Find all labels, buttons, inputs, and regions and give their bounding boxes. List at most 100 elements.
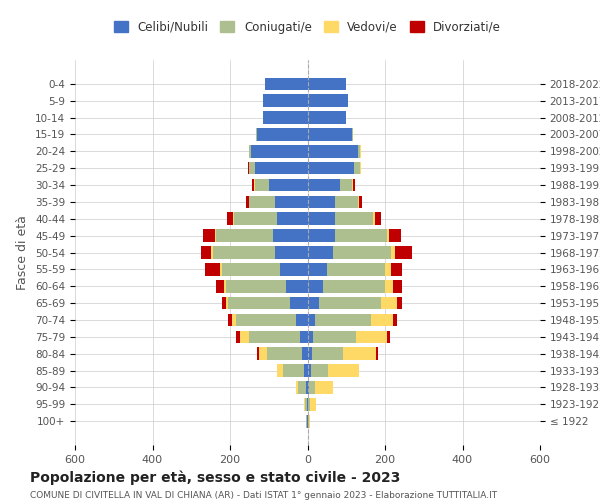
- Y-axis label: Fasce di età: Fasce di età: [16, 215, 29, 290]
- Bar: [224, 280, 226, 292]
- Bar: [250, 145, 251, 158]
- Bar: [248, 196, 250, 208]
- Bar: [269, 178, 308, 192]
- Bar: [233, 212, 234, 225]
- Bar: [263, 94, 308, 107]
- Bar: [236, 314, 296, 326]
- Bar: [335, 196, 358, 208]
- Bar: [311, 364, 328, 377]
- Bar: [248, 162, 250, 174]
- Bar: [393, 280, 403, 292]
- Bar: [217, 230, 272, 242]
- Bar: [290, 297, 308, 310]
- Bar: [306, 415, 307, 428]
- Bar: [308, 196, 335, 208]
- Bar: [308, 246, 332, 259]
- Bar: [308, 348, 312, 360]
- Bar: [228, 314, 232, 326]
- Bar: [391, 263, 403, 276]
- Bar: [308, 314, 315, 326]
- Bar: [304, 398, 305, 410]
- Text: COMUNE DI CIVITELLA IN VAL DI CHIANA (AR) - Dati ISTAT 1° gennaio 2023 - Elabora: COMUNE DI CIVITELLA IN VAL DI CHIANA (AR…: [30, 491, 497, 500]
- Bar: [385, 280, 393, 292]
- Bar: [385, 263, 391, 276]
- Bar: [352, 178, 353, 192]
- Bar: [205, 263, 220, 276]
- Bar: [280, 263, 308, 276]
- Text: Popolazione per età, sesso e stato civile - 2023: Popolazione per età, sesso e stato civil…: [30, 470, 400, 485]
- Bar: [232, 314, 236, 326]
- Bar: [309, 415, 310, 428]
- Bar: [335, 212, 373, 225]
- Bar: [359, 196, 362, 208]
- Bar: [391, 246, 395, 259]
- Legend: Celibi/Nubili, Coniugati/e, Vedovi/e, Divorziati/e: Celibi/Nubili, Coniugati/e, Vedovi/e, Di…: [109, 16, 506, 38]
- Bar: [308, 128, 352, 141]
- Bar: [358, 196, 359, 208]
- Bar: [220, 263, 222, 276]
- Bar: [327, 263, 385, 276]
- Bar: [308, 297, 319, 310]
- Bar: [256, 128, 257, 141]
- Bar: [228, 297, 290, 310]
- Bar: [272, 230, 308, 242]
- Bar: [255, 162, 308, 174]
- Bar: [354, 162, 360, 174]
- Bar: [275, 246, 308, 259]
- Bar: [250, 162, 255, 174]
- Bar: [305, 398, 307, 410]
- Bar: [371, 314, 393, 326]
- Bar: [254, 178, 255, 192]
- Bar: [308, 263, 327, 276]
- Bar: [277, 364, 283, 377]
- Bar: [222, 297, 226, 310]
- Bar: [259, 348, 267, 360]
- Bar: [393, 314, 397, 326]
- Bar: [308, 330, 313, 343]
- Bar: [335, 230, 387, 242]
- Bar: [305, 381, 308, 394]
- Bar: [381, 297, 397, 310]
- Bar: [313, 330, 356, 343]
- Bar: [358, 145, 360, 158]
- Bar: [239, 330, 250, 343]
- Bar: [286, 280, 308, 292]
- Bar: [373, 212, 376, 225]
- Bar: [211, 246, 212, 259]
- Bar: [227, 212, 233, 225]
- Bar: [234, 212, 277, 225]
- Bar: [308, 398, 310, 410]
- Bar: [308, 230, 335, 242]
- Bar: [267, 348, 302, 360]
- Bar: [298, 381, 305, 394]
- Bar: [352, 128, 353, 141]
- Bar: [257, 128, 308, 141]
- Bar: [222, 263, 280, 276]
- Bar: [217, 280, 224, 292]
- Bar: [308, 381, 310, 394]
- Bar: [212, 246, 275, 259]
- Bar: [201, 246, 211, 259]
- Bar: [296, 381, 298, 394]
- Bar: [315, 314, 371, 326]
- Bar: [245, 196, 248, 208]
- Bar: [215, 230, 217, 242]
- Bar: [315, 381, 332, 394]
- Bar: [360, 162, 361, 174]
- Bar: [312, 348, 343, 360]
- Bar: [250, 196, 275, 208]
- Bar: [203, 230, 215, 242]
- Bar: [310, 398, 316, 410]
- Bar: [376, 348, 378, 360]
- Bar: [308, 364, 311, 377]
- Bar: [307, 398, 308, 410]
- Bar: [257, 348, 259, 360]
- Bar: [296, 314, 308, 326]
- Bar: [387, 230, 389, 242]
- Bar: [360, 145, 361, 158]
- Bar: [308, 111, 346, 124]
- Bar: [328, 364, 359, 377]
- Bar: [255, 178, 269, 192]
- Bar: [308, 162, 354, 174]
- Bar: [251, 145, 308, 158]
